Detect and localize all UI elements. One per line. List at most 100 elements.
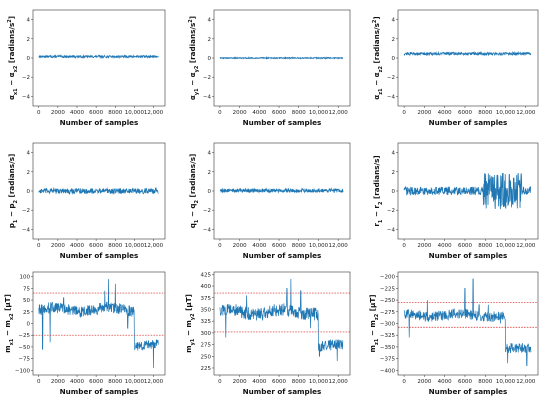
y-tick-label-r-1: −2 (387, 208, 395, 214)
series-line-mz (403, 278, 532, 366)
axes-frame-mz (397, 271, 539, 376)
y-tick-label-my-6: 375 (201, 296, 212, 302)
x-tick-label-mz-2: 4000 (438, 379, 452, 385)
x-tick-label-p-1: 2000 (51, 243, 65, 249)
y-tick-label-my-3: 300 (201, 331, 212, 337)
x-tick-label-mx-6: 12,000 (144, 379, 164, 385)
x-tick-label-q-1: 2000 (233, 243, 247, 249)
x-axis-label-az: Number of samples (429, 118, 508, 127)
y-tick-label-my-7: 400 (201, 284, 212, 290)
subplot-r: 0 2000 4000 6000 8000 10,000 12,000 −4 −2 0 2 4 Numb… (372, 142, 539, 260)
y-tick-label-ay-1: −2 (203, 75, 211, 81)
x-tick-label-ax-4: 8000 (108, 110, 122, 116)
y-tick-label-my-8: 425 (201, 272, 212, 278)
y-tick-label-mz-1: −375 (380, 357, 396, 363)
x-tick-label-p-3: 6000 (89, 243, 103, 249)
x-tick-label-mx-2: 4000 (70, 379, 84, 385)
y-axis-label-ax: αx1 − αx2 [radians/s2] (7, 16, 19, 100)
x-tick-label-q-4: 8000 (292, 243, 306, 249)
x-tick-label-q-2: 4000 (252, 243, 266, 249)
x-tick-label-az-4: 8000 (478, 110, 492, 116)
y-tick-label-my-1: 250 (201, 354, 212, 360)
y-tick-label-ax-2: 0 (27, 56, 31, 62)
x-tick-label-ax-6: 12,000 (144, 110, 164, 116)
x-tick-label-mz-5: 10,000 (496, 379, 516, 385)
x-tick-label-r-4: 8000 (478, 243, 492, 249)
axes-frame-az (397, 9, 539, 107)
y-axis-label-r: r1 − r2 [radians/s] (372, 155, 384, 226)
y-tick-label-r-0: −4 (387, 227, 396, 233)
y-tick-label-p-2: 0 (27, 189, 31, 195)
x-tick-label-mx-0: 0 (37, 379, 41, 385)
x-tick-label-q-6: 12,000 (329, 243, 349, 249)
x-tick-label-p-5: 10,000 (125, 243, 145, 249)
y-tick-label-mz-5: −275 (380, 310, 396, 316)
y-tick-label-p-4: 4 (27, 151, 31, 157)
subplot-ax: 0 2000 4000 6000 8000 10,000 12,000 −4 −2 0 2 4 Numb… (7, 9, 166, 127)
subplot-q: 0 2000 4000 6000 8000 10,000 12,000 −4 −2 0 2 4 Numb… (188, 142, 351, 260)
x-tick-label-my-1: 2000 (233, 379, 247, 385)
x-tick-label-p-4: 8000 (108, 243, 122, 249)
subplot-my: 0 2000 4000 6000 8000 10,000 12,000 225 250 275 30… (184, 271, 351, 396)
x-tick-label-my-4: 8000 (292, 379, 306, 385)
y-tick-label-mx-8: 100 (20, 275, 31, 281)
y-axis-label-mz: mz1 − mz2 [μT] (368, 294, 380, 352)
x-tick-label-az-2: 4000 (438, 110, 452, 116)
x-tick-label-my-6: 12,000 (329, 379, 349, 385)
subplot-az: 0 2000 4000 6000 8000 10,000 12,000 −4 −2 0 2 4 Numb… (372, 9, 539, 127)
y-tick-label-mz-8: −200 (380, 275, 396, 281)
y-tick-label-ay-2: 0 (208, 56, 212, 62)
x-tick-label-ax-1: 2000 (51, 110, 65, 116)
series-line-az (403, 50, 532, 57)
y-tick-label-ax-0: −4 (22, 94, 31, 100)
x-tick-label-ay-5: 10,000 (309, 110, 329, 116)
x-axis-label-p: Number of samples (60, 251, 139, 260)
y-tick-label-q-2: 0 (208, 189, 212, 195)
y-tick-label-az-0: −4 (387, 94, 396, 100)
y-tick-label-mx-4: 0 (27, 322, 31, 328)
y-tick-label-mx-2: −50 (18, 345, 30, 351)
x-tick-label-p-2: 4000 (70, 243, 84, 249)
x-tick-label-az-1: 2000 (417, 110, 431, 116)
x-tick-label-r-1: 2000 (417, 243, 431, 249)
y-axis-label-mx: mx1 − mx2 [μT] (3, 294, 15, 353)
x-tick-label-r-3: 6000 (458, 243, 472, 249)
x-tick-label-q-0: 0 (218, 243, 222, 249)
x-tick-label-mx-5: 10,000 (125, 379, 145, 385)
series-line-mx (38, 279, 159, 368)
x-tick-label-ay-6: 12,000 (329, 110, 349, 116)
x-axis-label-mz: Number of samples (429, 387, 508, 396)
x-tick-label-mz-1: 2000 (417, 379, 431, 385)
x-tick-label-ax-0: 0 (37, 110, 41, 116)
y-tick-label-q-4: 4 (208, 151, 212, 157)
y-tick-label-r-2: 0 (392, 189, 396, 195)
x-axis-label-my: Number of samples (243, 387, 322, 396)
x-axis-label-q: Number of samples (243, 251, 322, 260)
y-tick-label-ay-3: 2 (208, 37, 212, 43)
x-axis-label-ax: Number of samples (60, 118, 139, 127)
y-tick-label-az-2: 0 (392, 56, 396, 62)
x-tick-label-ax-5: 10,000 (125, 110, 145, 116)
x-tick-label-mx-4: 8000 (108, 379, 122, 385)
x-tick-label-ay-4: 8000 (292, 110, 306, 116)
y-tick-label-mz-7: −225 (380, 286, 396, 292)
x-tick-label-r-6: 12,000 (516, 243, 536, 249)
x-tick-label-my-0: 0 (218, 379, 222, 385)
x-tick-label-r-5: 10,000 (496, 243, 516, 249)
x-tick-label-ay-1: 2000 (233, 110, 247, 116)
x-tick-label-my-2: 4000 (252, 379, 266, 385)
y-tick-label-ax-3: 2 (27, 37, 31, 43)
x-tick-label-ay-2: 4000 (252, 110, 266, 116)
y-tick-label-my-5: 350 (201, 307, 212, 313)
x-tick-label-q-3: 6000 (272, 243, 286, 249)
x-tick-label-my-5: 10,000 (309, 379, 329, 385)
x-tick-label-mz-3: 6000 (458, 379, 472, 385)
subplot-mx: 0 2000 4000 6000 8000 10,000 12,000 −100 −75 −50 −… (3, 271, 166, 396)
y-tick-label-mz-3: −325 (380, 333, 396, 339)
x-tick-label-ay-3: 6000 (272, 110, 286, 116)
series-line-p (38, 187, 159, 195)
y-tick-label-r-4: 4 (392, 151, 396, 157)
y-tick-label-q-1: −2 (203, 208, 211, 214)
x-tick-label-mx-3: 6000 (89, 379, 103, 385)
